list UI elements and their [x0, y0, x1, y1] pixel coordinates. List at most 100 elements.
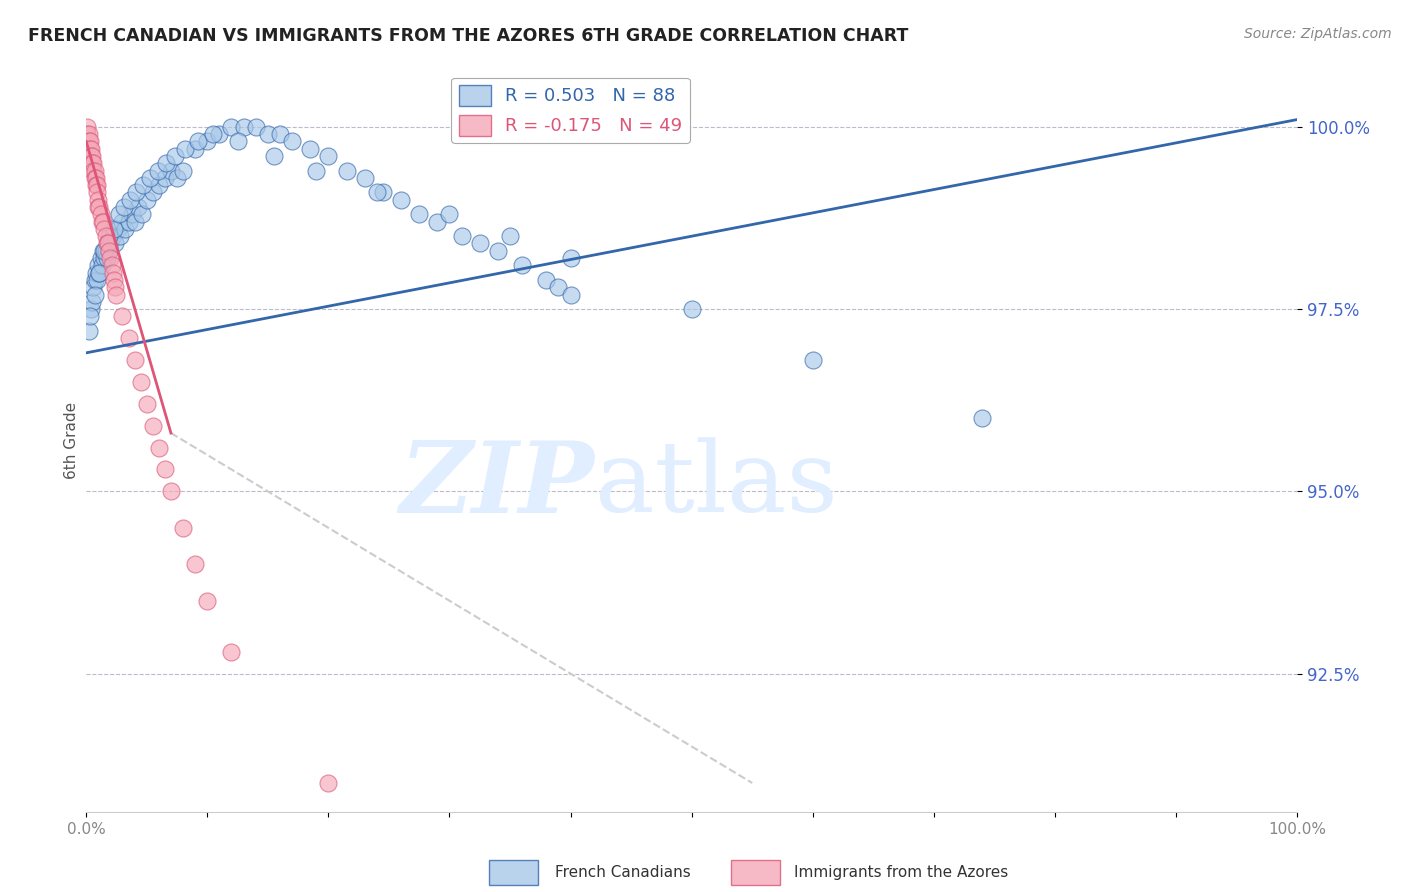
Point	[84, 170, 107, 185]
Y-axis label: 6th Grade: 6th Grade	[65, 401, 79, 479]
Point	[111, 310, 134, 324]
Point	[560, 251, 582, 265]
Point	[135, 193, 157, 207]
Point	[499, 229, 522, 244]
Point	[89, 266, 111, 280]
Point	[105, 287, 128, 301]
Point	[536, 273, 558, 287]
Point	[87, 258, 110, 272]
Point	[117, 331, 139, 345]
Point	[108, 207, 131, 221]
Point	[117, 214, 139, 228]
Point	[132, 178, 155, 193]
Point	[146, 163, 169, 178]
Point	[468, 236, 491, 251]
Point	[93, 244, 115, 258]
Point	[90, 207, 112, 221]
Point	[226, 135, 249, 149]
Point	[184, 142, 207, 156]
Point	[125, 186, 148, 200]
Point	[121, 207, 143, 221]
Point	[131, 207, 153, 221]
Point	[86, 178, 108, 193]
Point	[166, 170, 188, 185]
Point	[263, 149, 285, 163]
Point	[195, 135, 218, 149]
Point	[269, 127, 291, 141]
Text: ZIP: ZIP	[399, 437, 595, 533]
Text: French Canadians: French Canadians	[555, 865, 692, 880]
Point	[91, 244, 114, 258]
Point	[84, 178, 107, 193]
Point	[76, 127, 98, 141]
Point	[79, 135, 101, 149]
Point	[299, 142, 322, 156]
Point	[79, 310, 101, 324]
Point	[103, 222, 125, 236]
Point	[389, 193, 412, 207]
Point	[160, 484, 183, 499]
Point	[148, 441, 170, 455]
Point	[80, 142, 103, 156]
Point	[221, 645, 243, 659]
Point	[97, 236, 120, 251]
Point	[87, 193, 110, 207]
Point	[82, 156, 104, 170]
Point	[80, 302, 103, 317]
Point	[426, 214, 449, 228]
Point	[174, 142, 197, 156]
Point	[97, 236, 120, 251]
Point	[129, 375, 152, 389]
Point	[96, 251, 118, 265]
Point	[118, 193, 141, 207]
Point	[94, 244, 117, 258]
Point	[142, 186, 165, 200]
Point	[547, 280, 569, 294]
Point	[124, 214, 146, 228]
Point	[82, 156, 104, 170]
Point	[100, 251, 122, 265]
Point	[100, 258, 122, 272]
Point	[89, 266, 111, 280]
Point	[104, 236, 127, 251]
Point	[208, 127, 231, 141]
Point	[77, 135, 100, 149]
Point	[127, 200, 149, 214]
Point	[160, 163, 183, 178]
Point	[77, 324, 100, 338]
Point	[90, 251, 112, 265]
Point	[112, 200, 135, 214]
Point	[124, 353, 146, 368]
Point	[163, 149, 186, 163]
Point	[184, 558, 207, 572]
Point	[450, 229, 472, 244]
Point	[195, 593, 218, 607]
Point	[114, 222, 136, 236]
Point	[232, 120, 254, 134]
Point	[172, 521, 194, 535]
Point	[111, 214, 134, 228]
Point	[83, 163, 105, 178]
Text: atlas: atlas	[595, 437, 838, 533]
Point	[98, 244, 121, 258]
Point	[77, 127, 100, 141]
Point	[439, 207, 461, 221]
Point	[142, 418, 165, 433]
Point	[245, 120, 267, 134]
Point	[84, 266, 107, 280]
Point	[187, 135, 209, 149]
Point	[108, 229, 131, 244]
Point	[86, 273, 108, 287]
Point	[353, 170, 375, 185]
Point	[560, 287, 582, 301]
Point	[510, 258, 533, 272]
Point	[153, 170, 176, 185]
Point	[101, 266, 124, 280]
Point	[681, 302, 703, 317]
Text: Immigrants from the Azores: Immigrants from the Azores	[794, 865, 1008, 880]
Point	[107, 222, 129, 236]
Point	[801, 353, 824, 368]
Point	[202, 127, 225, 141]
Point	[90, 258, 112, 272]
Point	[80, 149, 103, 163]
